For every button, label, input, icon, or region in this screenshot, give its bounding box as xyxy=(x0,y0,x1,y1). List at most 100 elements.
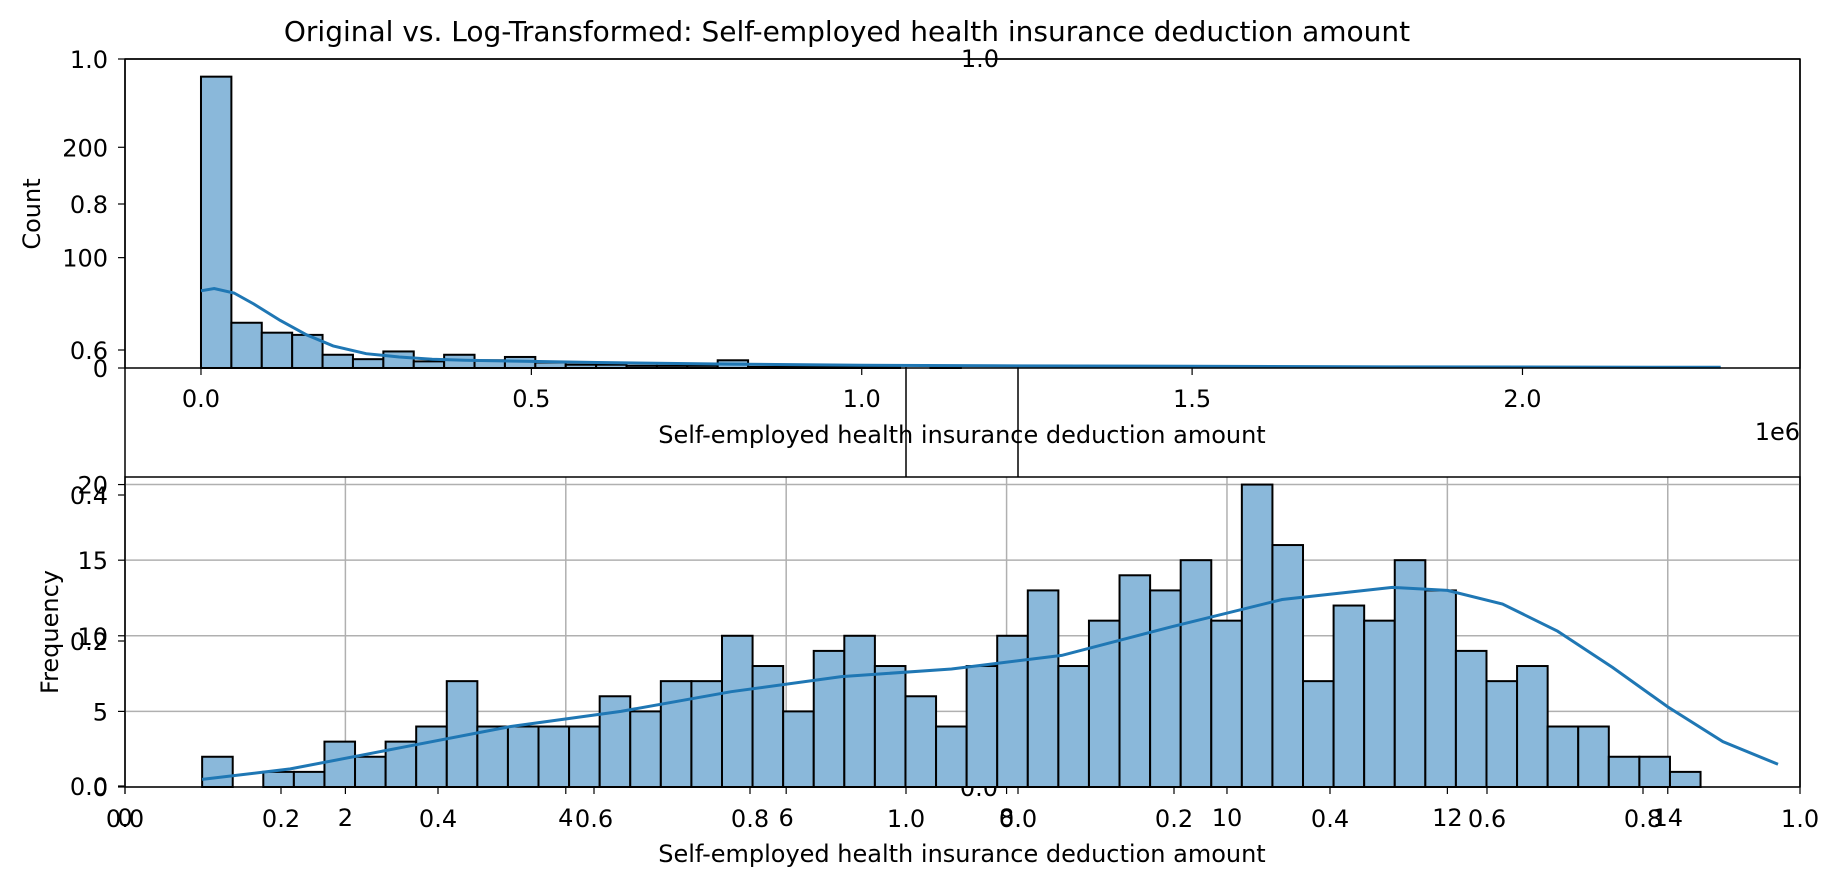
overlay-y-tick-label: 0.6 xyxy=(70,337,108,365)
y-tick: 200 xyxy=(62,134,125,162)
histogram-bar xyxy=(568,725,601,789)
histogram-bar xyxy=(1240,483,1274,788)
x-tick-label: 4 xyxy=(558,804,573,832)
overlay-x-tick-label: 0.0 xyxy=(106,805,144,833)
x-tick-label: 0 xyxy=(117,804,132,832)
overlay-x-tick-label: 1.0 xyxy=(1781,805,1819,833)
x-tick-label: 2.0 xyxy=(1503,385,1541,413)
x-tick: 0 xyxy=(117,787,133,832)
histogram-bar xyxy=(1179,559,1213,788)
histogram-bar xyxy=(720,634,754,789)
histogram-bar xyxy=(1454,649,1488,789)
overlay-x-tick-label: 0.4 xyxy=(419,805,457,833)
x-tick-label: 6 xyxy=(779,804,794,832)
y-tick: 100 xyxy=(62,245,125,273)
x-tick-label: 1.0 xyxy=(843,385,881,413)
histogram-bar xyxy=(996,634,1029,789)
histogram-bar xyxy=(1363,619,1396,788)
y-tick-label: 10 xyxy=(77,623,108,651)
histogram-bar xyxy=(904,695,938,789)
histogram-bar xyxy=(1393,559,1427,788)
y-tick: 0 xyxy=(93,355,125,383)
y-tick-label: 20 xyxy=(77,472,108,500)
histogram-bar xyxy=(1485,680,1519,789)
histogram-bar xyxy=(782,710,815,789)
top-x-offset-text: 1e6 xyxy=(1755,418,1800,446)
x-tick: 8 xyxy=(999,787,1014,832)
y-tick: 15 xyxy=(77,547,125,575)
overlay-x-ticks-right: 0.0 0.2 0.4 0.6 0.8 1.0 xyxy=(999,787,1819,833)
overlay-x-tick-label: 0.8 xyxy=(1624,805,1662,833)
histogram-bar xyxy=(1638,755,1671,789)
y-tick-label: 5 xyxy=(93,698,108,726)
histogram-bar xyxy=(1302,680,1335,789)
x-tick-label: 12 xyxy=(1432,804,1463,832)
histogram-bar xyxy=(843,634,876,789)
y-tick: 20 xyxy=(77,472,125,500)
histogram-bar xyxy=(1577,725,1610,789)
y-tick: 0 xyxy=(93,774,125,802)
bottom-y-axis-label: Frequency xyxy=(36,570,64,694)
x-tick: 14 xyxy=(1652,787,1683,832)
x-tick-label: 0.5 xyxy=(512,385,550,413)
x-tick: 10 xyxy=(1212,787,1243,832)
histogram-bar xyxy=(1332,604,1366,788)
top-plot-frame xyxy=(124,58,1801,369)
histogram-bar xyxy=(199,75,233,370)
histogram-bar xyxy=(230,321,263,369)
top-y-axis-label: Count xyxy=(18,178,46,249)
y-tick-label: 15 xyxy=(77,547,108,575)
histogram-bar xyxy=(1026,589,1060,788)
overlay-x-tick-label: 0.2 xyxy=(262,805,300,833)
bottom-kde-line xyxy=(201,585,1779,781)
overlay-y-tick-label: 0.2 xyxy=(70,628,108,656)
histogram-bar xyxy=(1149,589,1182,788)
overlay-x-ticks-left: 0.0 0.2 0.4 0.6 0.8 1.0 xyxy=(106,787,925,833)
histogram-bar xyxy=(1118,574,1152,788)
histogram-bar xyxy=(323,740,357,789)
histogram-bar xyxy=(201,755,234,789)
overlay-y-tick-label: 0.8 xyxy=(70,191,108,219)
x-tick-label: 1.5 xyxy=(1173,385,1211,413)
histogram-bar xyxy=(1271,544,1305,788)
bottom-x-ticks: 0 2 4 6 8 10 12 14 xyxy=(117,787,1683,832)
histogram-bar xyxy=(1546,725,1580,789)
overlay-y-tick-label: 0.0 xyxy=(70,773,108,801)
top-kde-line xyxy=(200,286,1721,369)
overlay-x-tick-label: 0.4 xyxy=(1311,805,1349,833)
x-tick: 1.5 xyxy=(1173,368,1211,413)
top-x-axis-label: Self-employed health insurance deduction… xyxy=(658,421,1265,449)
y-tick-label: 200 xyxy=(62,134,108,162)
histogram-bar xyxy=(1057,665,1090,789)
histogram-bar xyxy=(629,710,662,789)
x-tick: 6 xyxy=(779,787,794,832)
x-tick-label: 14 xyxy=(1652,804,1683,832)
histogram-bar xyxy=(351,358,385,369)
histogram-bar xyxy=(1210,619,1243,788)
overlay-x-tick-label: 0.8 xyxy=(731,805,769,833)
histogram-bar xyxy=(262,770,295,789)
overlay-x-tick-label: 0.6 xyxy=(575,805,613,833)
histogram-bar xyxy=(292,770,326,789)
bottom-y-ticks: 0 5 10 15 20 xyxy=(77,472,125,802)
y-tick: 10 xyxy=(77,623,125,651)
histogram-bar xyxy=(321,353,354,369)
overlay-x-tick-label: 1.0 xyxy=(887,805,925,833)
bottom-histogram-panel: 0 2 4 6 8 10 12 14 0 5 10 15 20 Self-employed healt… xyxy=(36,472,1801,868)
histogram-bar xyxy=(382,350,415,370)
histogram-bar xyxy=(412,360,446,369)
x-tick-label: 10 xyxy=(1212,804,1243,832)
histogram-bar xyxy=(537,725,571,789)
x-tick-label: 2 xyxy=(338,804,353,832)
x-tick: 0.0 xyxy=(182,368,220,413)
histogram-bar xyxy=(506,725,540,789)
overlay-x-tick-label: 0.2 xyxy=(1155,805,1193,833)
overlay-y-ticks-top: 1.0 0.8 0.6 xyxy=(70,46,125,365)
histogram-bar xyxy=(812,649,846,789)
x-tick-label: 0.0 xyxy=(182,385,220,413)
histogram-bar xyxy=(1668,770,1702,789)
histogram-bar xyxy=(476,725,509,789)
bottom-x-axis-label: Self-employed health insurance deduction… xyxy=(658,840,1265,868)
x-tick: 1.0 xyxy=(843,368,881,413)
